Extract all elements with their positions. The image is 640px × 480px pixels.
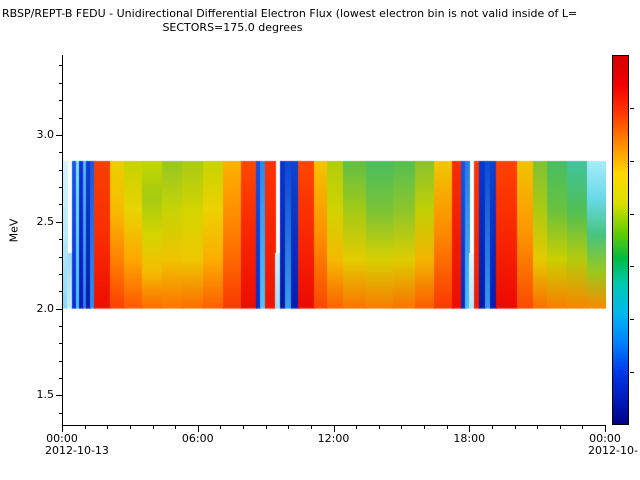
y-minor-tick <box>59 412 62 414</box>
y-minor-tick <box>59 360 62 362</box>
x-minor-tick <box>152 426 154 429</box>
x-axis-line <box>62 425 606 426</box>
y-minor-tick <box>59 204 62 206</box>
x-minor-tick <box>288 426 290 429</box>
x-minor-tick <box>446 426 448 429</box>
colorbar-tick <box>630 319 634 321</box>
x-major-tick <box>605 426 606 432</box>
x-minor-tick <box>537 426 539 429</box>
colorbar <box>612 55 629 425</box>
colorbar-tick <box>630 372 634 374</box>
y-minor-tick <box>59 273 62 275</box>
x-tick-label: 00:00 <box>589 432 621 445</box>
colorbar-tick <box>630 107 634 109</box>
x-axis-date-left: 2012-10-13 <box>45 444 109 457</box>
y-minor-tick <box>59 325 62 327</box>
x-minor-tick <box>424 426 425 429</box>
x-minor-tick <box>356 426 358 429</box>
y-major-tick <box>56 395 62 397</box>
x-minor-tick <box>378 426 380 429</box>
x-axis-date-right: 2012-10- <box>588 444 638 457</box>
x-major-tick <box>62 426 63 432</box>
y-minor-tick <box>59 291 62 293</box>
y-tick-label: 2.0 <box>36 301 55 315</box>
x-minor-tick <box>559 426 561 429</box>
x-minor-tick <box>84 426 86 429</box>
y-tick-label: 2.5 <box>36 214 55 228</box>
spectrogram-heatmap <box>63 55 606 425</box>
x-minor-tick <box>243 426 244 429</box>
x-tick-label: 18:00 <box>453 432 486 445</box>
colorbar-tick <box>630 160 634 162</box>
y-minor-tick <box>59 117 62 119</box>
x-minor-tick <box>175 426 177 429</box>
x-major-tick <box>333 426 335 432</box>
colorbar-tick <box>630 213 634 215</box>
x-tick-label: 06:00 <box>181 432 214 445</box>
x-tick-label: 12:00 <box>317 432 350 445</box>
plot-title: RBSP/REPT-B FEDU - Unidirectional Differ… <box>2 7 578 20</box>
x-minor-tick <box>265 426 267 429</box>
x-minor-tick <box>582 426 584 429</box>
y-minor-tick <box>59 152 62 154</box>
x-minor-tick <box>107 426 109 429</box>
y-major-tick <box>56 134 62 136</box>
y-tick-label: 3.0 <box>36 127 55 141</box>
y-minor-tick <box>59 378 62 380</box>
x-tick-label: 00:00 <box>46 432 78 445</box>
y-major-tick <box>56 221 62 223</box>
x-minor-tick <box>220 426 222 429</box>
plot-subtitle: SECTORS=175.0 degrees <box>162 21 303 34</box>
x-major-tick <box>469 426 471 432</box>
y-minor-tick <box>59 256 62 258</box>
y-minor-tick <box>59 65 62 67</box>
y-tick-label: 1.5 <box>36 388 55 402</box>
y-minor-tick <box>59 169 62 171</box>
y-axis-line <box>62 55 63 426</box>
y-minor-tick <box>59 82 62 84</box>
x-minor-tick <box>514 426 516 429</box>
x-major-tick <box>197 426 199 432</box>
x-minor-tick <box>129 426 131 429</box>
x-minor-tick <box>401 426 403 429</box>
y-minor-tick <box>59 100 62 102</box>
y-axis-title: MeV <box>7 218 21 243</box>
y-minor-tick <box>59 343 62 345</box>
y-minor-tick <box>59 187 62 189</box>
x-minor-tick <box>310 426 312 429</box>
y-minor-tick <box>59 239 62 241</box>
colorbar-tick <box>630 266 634 268</box>
y-major-tick <box>56 308 62 310</box>
x-minor-tick <box>491 426 493 429</box>
